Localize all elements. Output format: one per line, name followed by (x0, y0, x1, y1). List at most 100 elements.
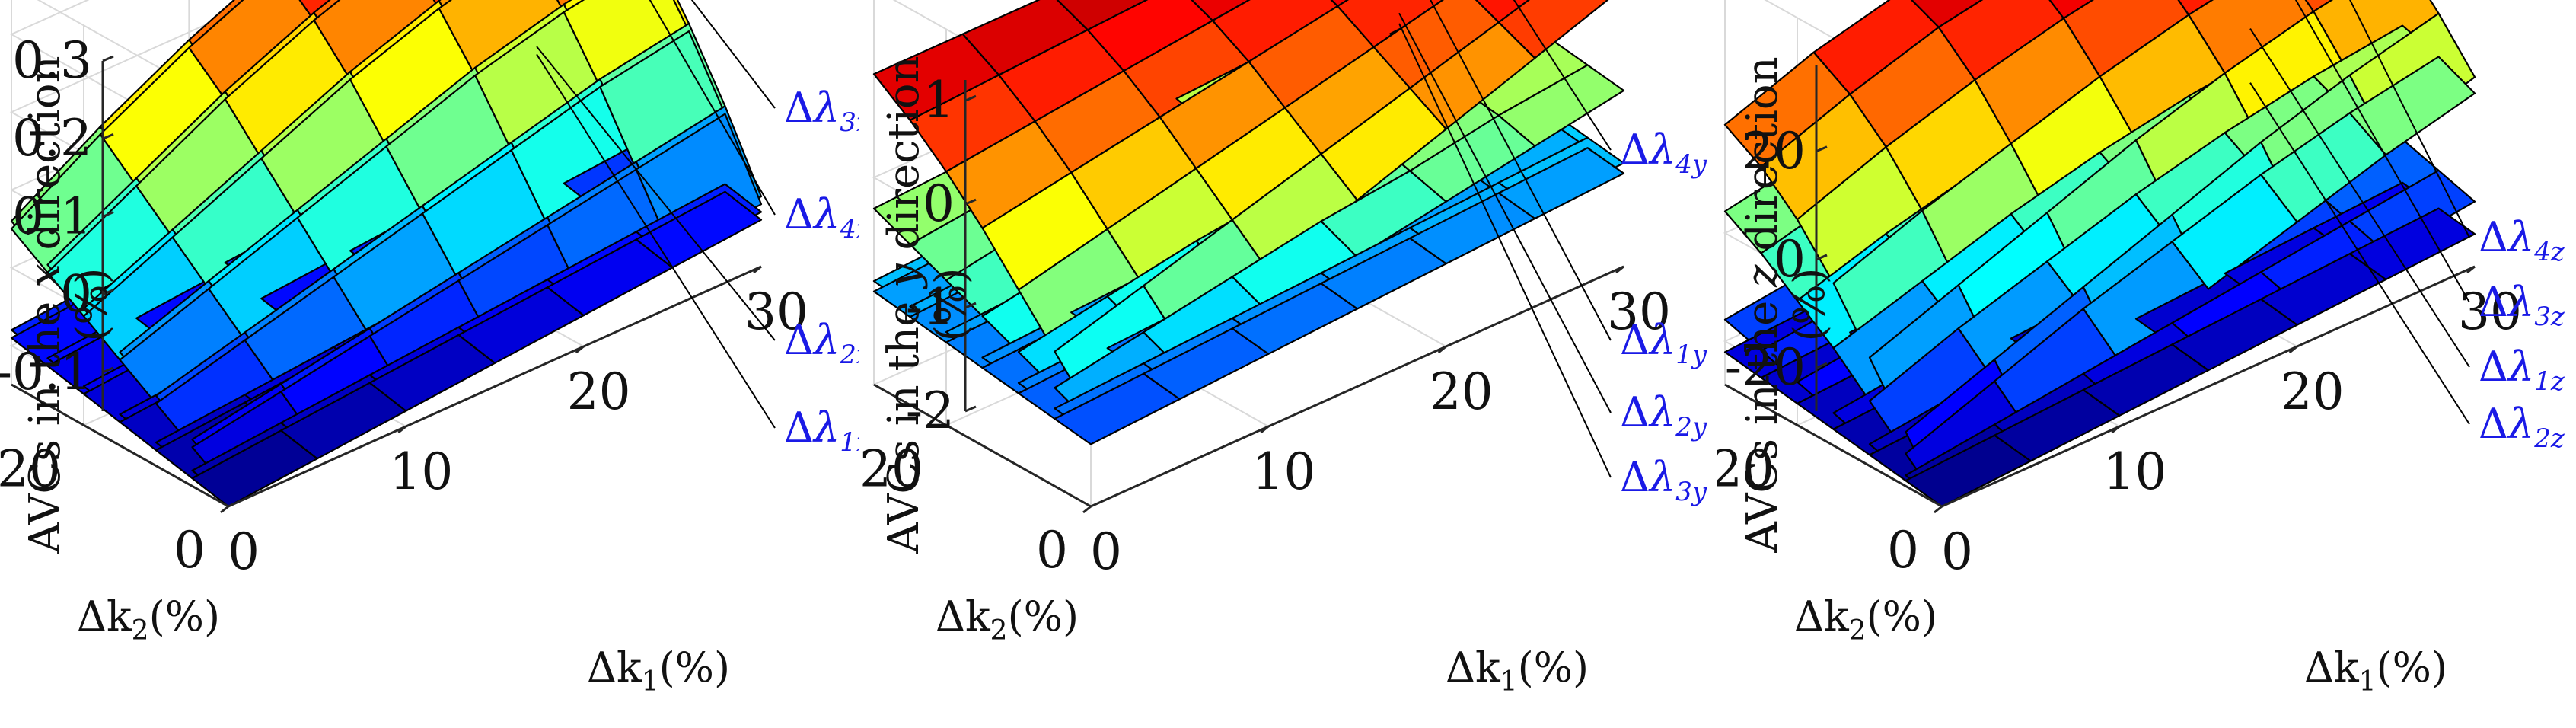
legend-leader (1398, 12, 1612, 413)
k2-label-main: Δk (77, 592, 132, 640)
surface-cell-3z (2348, 56, 2476, 156)
surfaces (872, 0, 1625, 445)
z-tick-label: -1 (906, 278, 955, 337)
z-axis-label-line2: (%) (1785, 268, 1835, 342)
z-tick (102, 211, 114, 218)
z-label-var: z (1738, 264, 1787, 288)
k1-tick-label: 0 (1090, 522, 1122, 581)
surface-cell-4y (1191, 0, 1251, 22)
legend-label-2y: Δλ2y (1620, 388, 1707, 442)
z-tick (102, 366, 114, 374)
legend-sub: 2x (839, 340, 859, 370)
k2-label-unit: (%) (149, 592, 220, 640)
z-tick (102, 133, 114, 140)
k2-axis-label: Δk2(%) (77, 592, 220, 647)
k2-tick-label: 20 (859, 439, 923, 498)
legend-leader (2249, 82, 2470, 425)
legend-label-2x: Δλ2x (784, 316, 859, 370)
legend-delta: Δ (1620, 388, 1650, 436)
legend-label-3y: Δλ3y (1620, 453, 1707, 507)
surface-cell-2z (2348, 207, 2476, 281)
wall-edge (37, 0, 229, 107)
legend-leader (1513, 0, 1612, 151)
legend-leader (690, 0, 776, 109)
legend-leader (1398, 23, 1612, 478)
k1-label-sub: 1 (2359, 666, 2377, 698)
k1-tick-label: 10 (1251, 442, 1315, 501)
legend-delta: Δ (2479, 213, 2508, 261)
k1-tick-label: 20 (567, 362, 631, 421)
k2-ticks: 0 20 (0, 439, 206, 580)
axes (873, 80, 1624, 508)
z-tick-label: -20 (1725, 338, 1806, 397)
legend-leader (1430, 0, 1612, 341)
legend-sub: 4x (839, 214, 859, 244)
k1-label-unit: (%) (659, 643, 730, 691)
k1-tick-label: 30 (1607, 283, 1671, 341)
k1-tick (1437, 345, 1447, 354)
legend-sub: 2y (1675, 412, 1707, 442)
z-label-var: y (879, 263, 929, 290)
z-tick-label: 20 (1742, 122, 1806, 180)
legend-delta: Δ (784, 84, 814, 132)
k1-ticks: 0 10 20 30 (1934, 265, 2522, 581)
surface-cell-1y (1497, 64, 1625, 147)
z-tick (964, 302, 977, 309)
k1-tick (753, 265, 762, 274)
legend-delta: Δ (784, 190, 814, 238)
k2-label-sub: 2 (990, 615, 1008, 647)
z-label-pre: AVCs in the (879, 288, 929, 554)
k1-label-unit: (%) (2377, 643, 2447, 691)
surface-cell-4y (1475, 0, 1531, 24)
panel-y-direction: -2 -1 0 1 0 10 20 30 0 20 Δk1(%) Δk2(%) AVCs in the … (859, 0, 1717, 728)
surface-cell-4z (2304, 0, 2334, 13)
k1-ticks: 0 10 20 30 (1082, 265, 1671, 581)
z-tick (102, 55, 114, 62)
surface-cell-3y (1497, 147, 1625, 220)
legend-label-3x: Δλ3x (784, 84, 859, 138)
k1-axis-label: Δk1(%) (587, 643, 730, 698)
legend-label-2z: Δλ2z (2479, 400, 2565, 454)
k2-ticks: 0 20 (859, 439, 1068, 580)
axes (11, 61, 762, 508)
k1-tick-label: 20 (2281, 362, 2345, 421)
z-label-pre: AVCs in the (21, 288, 70, 554)
legend-delta: Δ (784, 316, 814, 364)
z-tick (1816, 145, 1828, 153)
legend-lambda: λ (812, 316, 840, 364)
k2-label-unit: (%) (1867, 592, 1937, 640)
axes (1724, 65, 2476, 508)
legend-leader (2249, 28, 2470, 368)
legend-sub: 1x (840, 427, 859, 458)
z-axis-label: AVCs in the x direction(%) (21, 56, 117, 554)
z-tick-label: 0.3 (12, 31, 92, 90)
z-label-var: x (21, 263, 70, 288)
legend-sub: 3y (1675, 477, 1707, 507)
legend-lambda: λ (1648, 316, 1675, 364)
k1-tick (1082, 505, 1092, 514)
z-tick-label: 1 (923, 71, 955, 129)
z-axis-label-line2: (%) (68, 268, 117, 342)
legend-delta: Δ (2479, 343, 2508, 391)
k1-tick (1260, 425, 1270, 434)
k1-label-main: Δk (1446, 643, 1501, 691)
legend-delta: Δ (1620, 126, 1650, 174)
z-axis-label-line1: AVCs in the z direction (1738, 56, 1787, 553)
surface-cell-4z (1910, 0, 1984, 28)
k1-tick-label: 10 (389, 442, 453, 501)
k1-tick-label: 10 (2103, 442, 2166, 501)
legend-sub: 1z (2534, 366, 2565, 397)
z-axis-label: AVCs in the z direction(%) (1738, 56, 1835, 553)
legend-label-4y: Δλ4y (1620, 126, 1707, 180)
legend-lambda: λ (2507, 278, 2534, 326)
legend-sub: 3z (2534, 302, 2565, 332)
legend-label-1y: Δλ1y (1620, 316, 1707, 370)
k1-label-main: Δk (587, 643, 642, 691)
k1-ticks: 0 10 20 30 (220, 265, 808, 581)
z-tick-label: -0.1 (0, 343, 92, 401)
legend-delta: Δ (1620, 453, 1650, 501)
